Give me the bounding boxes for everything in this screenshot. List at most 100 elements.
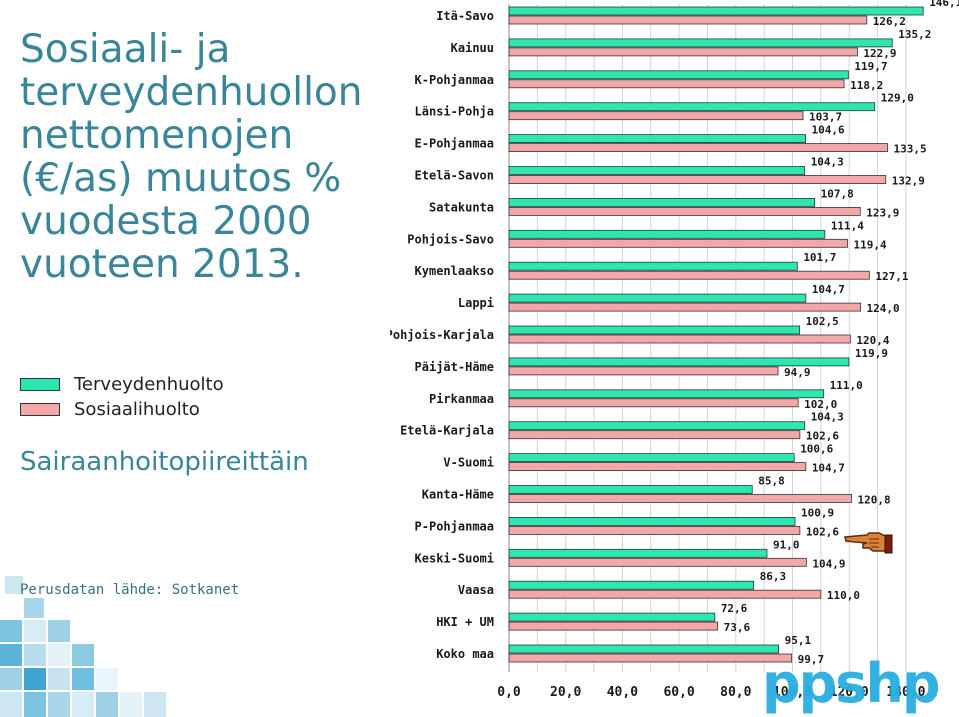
bar-terveydenhuolto	[508, 517, 796, 526]
data-label: 135,2	[898, 28, 931, 41]
chart-legend: Terveydenhuolto Sosiaalihuolto	[20, 372, 224, 422]
data-label: 100,6	[800, 443, 833, 456]
data-label: 129,0	[881, 92, 914, 105]
bar-sosiaalihuolto	[508, 557, 807, 567]
bar-sosiaalihuolto	[508, 270, 870, 280]
x-tick-label: 0,0	[497, 685, 521, 700]
category-label: P-Pohjanmaa	[415, 519, 494, 533]
bar-sosiaalihuolto	[508, 47, 858, 57]
data-label: 72,6	[721, 602, 748, 615]
bar-sosiaalihuolto	[508, 15, 868, 25]
bar-sosiaalihuolto	[508, 589, 822, 599]
data-label: 101,7	[803, 251, 836, 264]
title-line: (€/as) muutos %	[20, 156, 342, 201]
data-label: 102,6	[806, 525, 839, 538]
x-tick-label: 60,0	[663, 685, 694, 700]
pointing-hand-icon	[844, 532, 893, 554]
bar-terveydenhuolto	[508, 6, 924, 16]
data-label: 122,9	[863, 47, 896, 60]
data-label: 111,0	[830, 379, 863, 392]
data-label: 100,9	[801, 506, 834, 519]
x-tick-label: 80,0	[720, 685, 751, 700]
category-label: K-Pohjanmaa	[415, 73, 494, 87]
data-label: 119,7	[854, 60, 887, 73]
category-label: Päijät-Häme	[415, 360, 494, 374]
data-label: 118,2	[850, 79, 883, 92]
bar-terveydenhuolto	[508, 166, 806, 175]
category-label: E-Pohjanmaa	[415, 137, 494, 151]
category-label: Kanta-Häme	[422, 488, 494, 502]
bar-terveydenhuolto	[508, 325, 800, 335]
bar-terveydenhuolto	[508, 197, 816, 207]
category-label: Satakunta	[429, 200, 494, 214]
data-label: 86,3	[760, 570, 787, 583]
category-label: Etelä-Karjala	[400, 424, 494, 438]
x-tick-label: 120,0	[830, 685, 869, 700]
data-label: 133,5	[893, 143, 926, 156]
category-label: Kainuu	[451, 41, 494, 55]
bar-sosiaalihuolto	[508, 398, 799, 408]
bar-sosiaalihuolto	[508, 494, 852, 503]
data-label: 94,9	[784, 366, 811, 379]
data-label: 99,7	[798, 653, 825, 666]
title-line: vuoteen 2013.	[20, 242, 304, 287]
title-line: nettomenojen	[20, 113, 294, 158]
x-tick-label: 140,0	[886, 685, 925, 700]
ppshp-logo: ppshp	[762, 652, 941, 715]
data-label: 102,0	[804, 398, 837, 411]
bar-sosiaalihuolto	[508, 653, 793, 663]
bar-terveydenhuolto	[508, 580, 755, 590]
data-label: 73,6	[724, 621, 751, 634]
bar-terveydenhuolto	[508, 70, 849, 80]
bar-terveydenhuolto	[508, 261, 798, 271]
bar-terveydenhuolto	[508, 453, 795, 463]
data-label: 110,0	[827, 589, 860, 602]
data-label: 119,9	[855, 347, 888, 360]
data-label: 104,7	[812, 462, 845, 475]
data-label: 123,9	[866, 206, 899, 219]
data-label: 102,6	[806, 430, 839, 443]
title-line: Sosiaali- ja	[20, 27, 231, 72]
subtitle: Sairaanhoitopiireittäin	[20, 447, 309, 477]
bar-sosiaalihuolto	[508, 621, 719, 631]
data-label: 102,5	[806, 315, 839, 328]
legend-label: Terveydenhuolto	[74, 374, 224, 395]
bar-sosiaalihuolto	[508, 430, 801, 440]
bar-sosiaalihuolto	[508, 334, 851, 344]
bar-terveydenhuolto	[508, 389, 825, 399]
data-label: 95,1	[785, 634, 812, 647]
bar-terveydenhuolto	[508, 612, 716, 622]
data-label: 124,0	[867, 302, 900, 315]
data-label: 103,7	[809, 111, 842, 124]
data-label: 132,9	[892, 175, 925, 188]
category-label: Itä-Savo	[436, 9, 494, 23]
data-label: 104,6	[812, 124, 845, 137]
bar-terveydenhuolto	[508, 485, 753, 494]
title-line: terveydenhuollon	[20, 70, 363, 115]
data-label: 120,4	[856, 334, 889, 347]
category-label: Koko maa	[436, 647, 494, 661]
legend-swatch-sosiaalihuolto	[20, 403, 60, 416]
bar-sosiaalihuolto	[508, 79, 845, 89]
category-label: Pohjois-Karjala	[390, 328, 494, 342]
legend-item-sosiaalihuolto: Sosiaalihuolto	[20, 397, 224, 422]
category-label: Etelä-Savon	[415, 169, 494, 183]
bar-sosiaalihuolto	[508, 175, 887, 184]
legend-item-terveydenhuolto: Terveydenhuolto	[20, 372, 224, 397]
data-label: 127,1	[875, 270, 908, 283]
bar-terveydenhuolto	[508, 38, 893, 48]
data-label: 104,7	[812, 283, 845, 296]
bar-terveydenhuolto	[508, 421, 806, 431]
bar-sosiaalihuolto	[508, 143, 888, 153]
data-label: 111,4	[831, 219, 864, 232]
x-tick-label: 100,0	[773, 685, 812, 700]
page-title: Sosiaali- ja terveydenhuollon nettomenoj…	[20, 28, 400, 286]
data-label: 107,8	[821, 187, 854, 200]
bar-terveydenhuolto	[508, 229, 826, 239]
bar-sosiaalihuolto	[508, 526, 801, 535]
data-label: 126,2	[873, 15, 906, 28]
bar-terveydenhuolto	[508, 293, 807, 303]
bar-sosiaalihuolto	[508, 462, 807, 472]
